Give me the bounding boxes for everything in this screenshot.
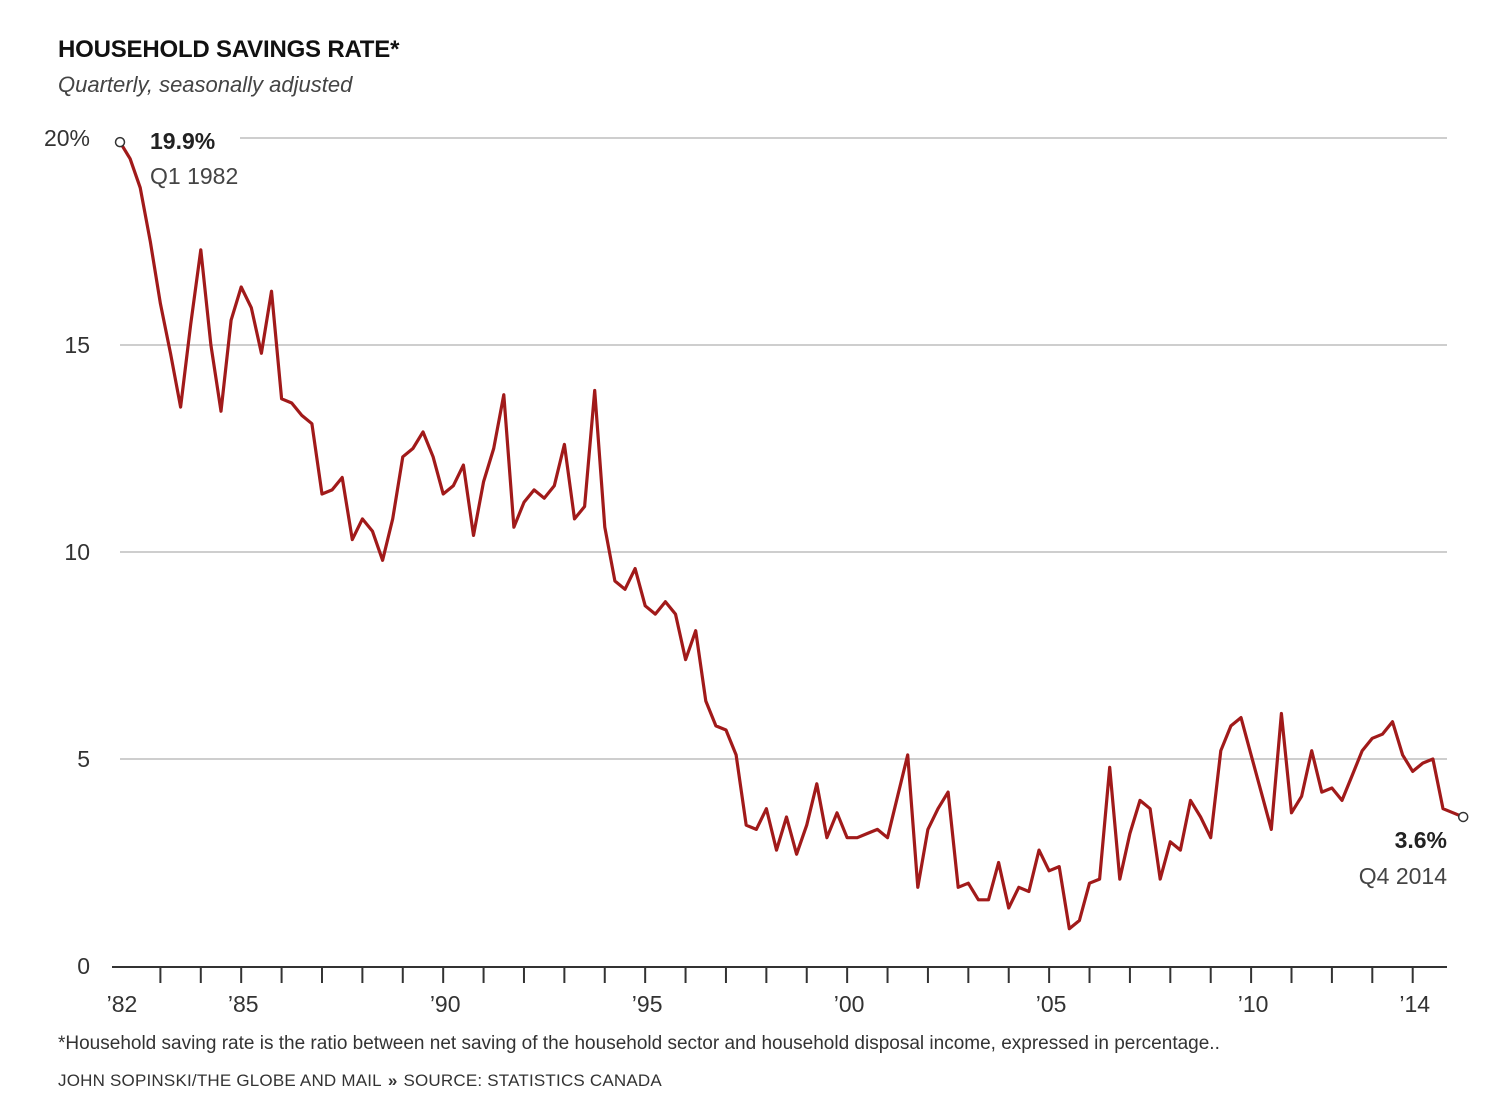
x-tick-label: ’00 xyxy=(834,991,865,1017)
y-tick-label: 0 xyxy=(77,953,90,979)
chart-subtitle: Quarterly, seasonally adjusted xyxy=(58,72,353,97)
x-tick-label: ’05 xyxy=(1036,991,1067,1017)
start-date-label: Q1 1982 xyxy=(150,163,238,189)
x-tick-label: ’95 xyxy=(632,991,663,1017)
savings-rate-line xyxy=(118,140,1465,931)
x-tick-label: ’90 xyxy=(430,991,461,1017)
footnote: *Household saving rate is the ratio betw… xyxy=(58,1033,1220,1054)
end-point-marker xyxy=(1457,811,1469,823)
credit-line: JOHN SOPINSKI/THE GLOBE AND MAIL » SOURCE:… xyxy=(58,1071,662,1091)
credit-source: SOURCE: STATISTICS CANADA xyxy=(403,1071,662,1090)
y-tick-label: 15 xyxy=(64,332,90,358)
x-tick-label: ’14 xyxy=(1399,991,1430,1017)
y-tick-label: 10 xyxy=(64,539,90,565)
end-value-label: 3.6% xyxy=(1395,827,1447,853)
y-tick-label: 20% xyxy=(44,125,90,151)
start-value-label: 19.9% xyxy=(150,128,215,154)
x-tick-label: ’82 xyxy=(107,991,138,1017)
end-date-label: Q4 2014 xyxy=(1359,863,1447,889)
chart-title: HOUSEHOLD SAVINGS RATE* xyxy=(58,36,400,63)
credit-separator: » xyxy=(387,1071,398,1090)
y-tick-label: 5 xyxy=(77,746,90,772)
credit-author: JOHN SOPINSKI/THE GLOBE AND MAIL xyxy=(58,1071,382,1090)
x-tick-label: ’85 xyxy=(228,991,259,1017)
start-point-marker xyxy=(114,136,126,148)
x-tick-label: ’10 xyxy=(1238,991,1269,1017)
